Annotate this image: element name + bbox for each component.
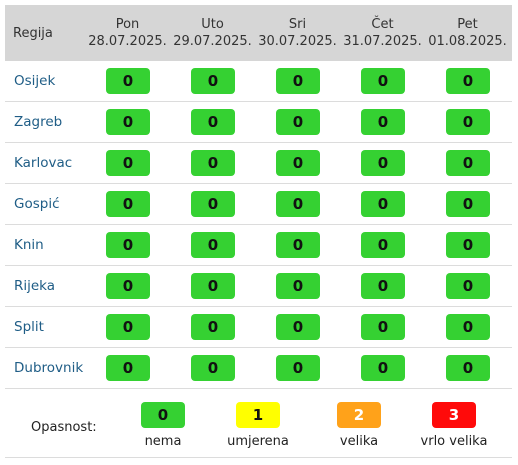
table-row: Rijeka 0 0 0 0 0 (5, 266, 512, 307)
region-link-osijek[interactable]: Osijek (14, 73, 56, 89)
danger-level-badge: 0 (361, 109, 405, 135)
danger-level-badge: 0 (106, 273, 150, 299)
danger-level-badge: 0 (191, 314, 235, 340)
day-column-header: Pon 28.07.2025. (85, 5, 170, 61)
danger-level-badge: 0 (276, 109, 320, 135)
danger-level-badge: 0 (361, 150, 405, 176)
region-link-knin[interactable]: Knin (14, 237, 44, 253)
danger-level-badge: 0 (446, 109, 490, 135)
danger-level-badge: 0 (446, 273, 490, 299)
legend-badge-vrlo-velika: 3 (432, 402, 476, 428)
table-row: Osijek 0 0 0 0 0 (5, 61, 512, 102)
danger-level-badge: 0 (361, 314, 405, 340)
region-column-header: Regija (5, 5, 85, 61)
danger-level-badge: 0 (106, 150, 150, 176)
region-header-label: Regija (13, 25, 53, 41)
danger-level-badge: 0 (446, 150, 490, 176)
table-row: Karlovac 0 0 0 0 0 (5, 143, 512, 184)
danger-level-badge: 0 (106, 109, 150, 135)
table-row: Zagreb 0 0 0 0 0 (5, 102, 512, 143)
region-link-karlovac[interactable]: Karlovac (14, 155, 73, 171)
danger-level-badge: 0 (361, 191, 405, 217)
danger-level-badge: 0 (446, 191, 490, 217)
legend-title: Opasnost: (31, 420, 97, 435)
day-name: Pet (457, 17, 478, 32)
table-row: Gospić 0 0 0 0 0 (5, 184, 512, 225)
region-link-rijeka[interactable]: Rijeka (14, 278, 56, 294)
day-date: 28.07.2025. (88, 34, 167, 49)
danger-level-badge: 0 (106, 355, 150, 381)
day-name: Uto (201, 17, 224, 32)
legend-label-vrlo-velika: vrlo velika (420, 434, 488, 449)
table-row: Split 0 0 0 0 0 (5, 307, 512, 348)
day-column-header: Uto 29.07.2025. (170, 5, 255, 61)
region-link-gospic[interactable]: Gospić (14, 196, 60, 212)
day-date: 29.07.2025. (173, 34, 252, 49)
danger-level-badge: 0 (106, 68, 150, 94)
danger-level-badge: 0 (276, 314, 320, 340)
table-row: Dubrovnik 0 0 0 0 0 (5, 348, 512, 389)
region-link-zagreb[interactable]: Zagreb (14, 114, 63, 130)
danger-level-badge: 0 (361, 68, 405, 94)
legend-label-umjerena: umjerena (227, 434, 289, 449)
legend-label-velika: velika (339, 434, 379, 449)
danger-level-badge: 0 (446, 68, 490, 94)
danger-level-badge: 0 (446, 355, 490, 381)
day-name: Pon (115, 17, 140, 32)
danger-level-badge: 0 (191, 273, 235, 299)
day-date: 31.07.2025. (343, 34, 422, 49)
danger-level-badge: 0 (191, 355, 235, 381)
danger-level-badge: 0 (361, 355, 405, 381)
table-header: Regija Pon 28.07.2025. Uto 29.07.2025. S… (5, 5, 512, 61)
danger-level-badge: 0 (191, 232, 235, 258)
danger-level-badge: 0 (276, 150, 320, 176)
day-date: 30.07.2025. (258, 34, 337, 49)
legend-badge-nema: 0 (141, 402, 185, 428)
day-column-header: Pet 01.08.2025. (425, 5, 510, 61)
legend-badge-velika: 2 (337, 402, 381, 428)
danger-level-badge: 0 (361, 273, 405, 299)
danger-level-badge: 0 (191, 150, 235, 176)
legend-badge-umjerena: 1 (236, 402, 280, 428)
region-link-split[interactable]: Split (14, 319, 44, 335)
danger-legend: Opasnost: 0 nema 1 umjerena 2 velika 3 v… (5, 390, 512, 458)
table-row: Knin 0 0 0 0 0 (5, 225, 512, 266)
danger-level-badge: 0 (276, 68, 320, 94)
danger-level-badge: 0 (446, 314, 490, 340)
danger-level-badge: 0 (446, 232, 490, 258)
region-link-dubrovnik[interactable]: Dubrovnik (14, 360, 84, 376)
danger-level-badge: 0 (191, 68, 235, 94)
danger-level-badge: 0 (276, 232, 320, 258)
legend-label-nema: nema (144, 434, 182, 449)
day-column-header: Sri 30.07.2025. (255, 5, 340, 61)
danger-level-badge: 0 (276, 273, 320, 299)
danger-level-badge: 0 (106, 232, 150, 258)
day-date: 01.08.2025. (428, 34, 507, 49)
danger-level-badge: 0 (191, 191, 235, 217)
danger-level-badge: 0 (361, 232, 405, 258)
danger-level-badge: 0 (106, 314, 150, 340)
day-column-header: Čet 31.07.2025. (340, 5, 425, 61)
danger-level-badge: 0 (276, 191, 320, 217)
day-name: Čet (371, 17, 394, 32)
danger-level-badge: 0 (106, 191, 150, 217)
danger-level-badge: 0 (276, 355, 320, 381)
day-name: Sri (288, 17, 307, 32)
danger-level-badge: 0 (191, 109, 235, 135)
